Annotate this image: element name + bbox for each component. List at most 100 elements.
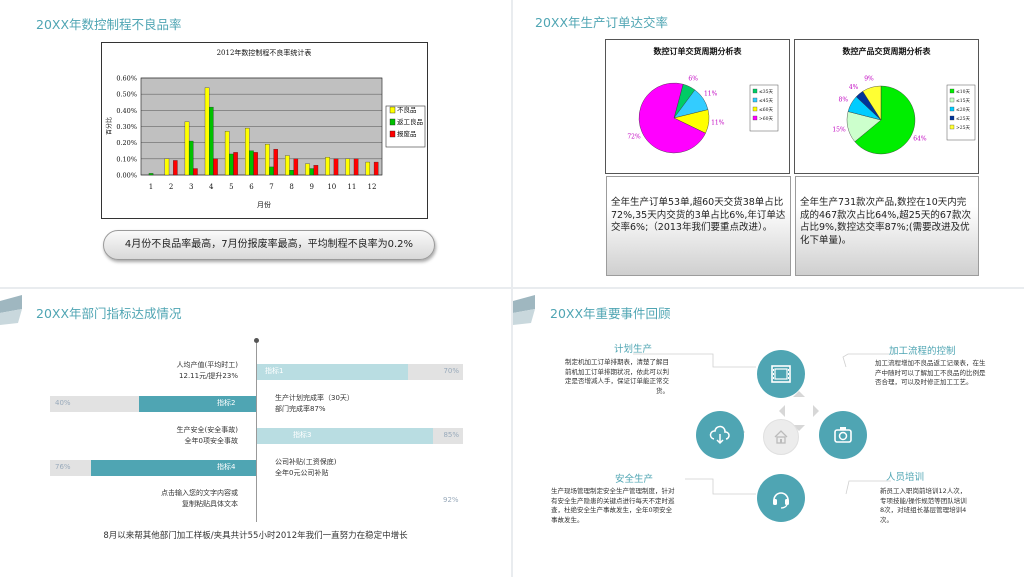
slide-title: 20XX年重要事件回顾 [550, 306, 671, 321]
pie-data-label: 6% [688, 75, 698, 82]
bar-2 [269, 166, 274, 176]
bar-1 [164, 158, 170, 176]
event-process-title: 加工流程的控制 [889, 346, 956, 357]
y-tick-label: 0.60% [116, 75, 137, 83]
bar-1 [305, 163, 310, 176]
event-safety-title: 安全生产 [615, 474, 654, 485]
kpi-3-bar-label: 指标3 [293, 431, 312, 439]
event-safety-text: 生产现场管理制定安全生产管理制度，针对有安全生产隐患的关键点进行每天不定时巡查，… [551, 487, 675, 524]
kpi-5-line1: 点击输入您的文字内容或 [161, 489, 238, 497]
slide-title: 20XX年部门指标达成情况 [36, 306, 182, 321]
kpi-5-percent: 92% [443, 496, 459, 504]
event-training-node[interactable] [757, 474, 805, 522]
x-tick-label: 8 [289, 183, 293, 191]
kpi-3-bar: 指标3 85% [257, 428, 463, 444]
event-plan-text: 制定机加工订单排期表，清楚了解目前机加工订单排期状况，依此可以判定是否增减人手，… [565, 358, 669, 395]
kpi-4-line1: 公司补贴(工资保底) [275, 458, 337, 466]
bar-3 [353, 158, 359, 176]
legend-swatch [949, 97, 955, 103]
bar-1 [184, 121, 190, 176]
pie-chart-products: 数控产品交货周期分析表 64% 15% 8% 4% 9% ≤10天 ≤15天 ≤20天 ≤25天… [794, 39, 979, 174]
pie-data-label: 11% [711, 120, 725, 127]
kpi-2-line2: 部门完成率87% [275, 405, 326, 413]
bar-1 [325, 157, 330, 176]
home-icon [774, 430, 788, 444]
pie-data-label: 8% [839, 96, 849, 103]
order-summary-text: 全年生产订单53单,超60天交货38单占比72%,35天内交货的3单占比6%,年… [606, 176, 791, 276]
kpi-4-text: 公司补贴(工资保底) 全年0元公司补贴 [275, 457, 395, 479]
legend-label: 返工良品 [397, 117, 423, 126]
pie-slice [854, 85, 916, 155]
legend-label: ≤20天 [956, 107, 970, 113]
chart-title: 2012年数控制程不良率统计表 [217, 48, 312, 57]
bar-2 [229, 153, 234, 176]
legend-label: >60天 [759, 116, 773, 122]
event-plan-node[interactable] [757, 350, 805, 398]
kpi-4-bar-label: 指标4 [217, 463, 236, 471]
y-tick-label: 0.10% [116, 155, 137, 163]
legend-swatch [389, 130, 396, 138]
bar-2 [249, 150, 254, 176]
kpi-3-line1: 生产安全(安全事故) [176, 426, 238, 434]
x-tick-label: 11 [347, 183, 356, 191]
pie-data-label: 11% [704, 91, 718, 98]
slide-title: 20XX年生产订单达交率 [535, 15, 669, 30]
bar-1 [265, 144, 270, 176]
legend-swatch [752, 106, 758, 112]
bar-1 [285, 155, 290, 176]
bar-3 [253, 152, 258, 176]
x-tick-label: 12 [367, 183, 376, 191]
y-tick-label: 0.20% [116, 139, 137, 147]
x-axis-label: 月份 [257, 200, 271, 209]
legend-label: ≤60天 [759, 107, 773, 113]
kpi-1-line1: 人均产值(平均时工) [176, 361, 238, 369]
legend-swatch [752, 88, 758, 94]
kpi-4-fill [91, 460, 256, 476]
kpi-1-fill [257, 364, 408, 380]
event-safety-node[interactable] [696, 411, 744, 459]
event-process-text: 加工流程增加不良品返工记录表，在生产中随时可以了解加工不良品的比例是否合理，可以… [875, 359, 986, 386]
x-tick-label: 9 [309, 183, 313, 191]
x-tick-label: 10 [327, 183, 336, 191]
event-training-title: 人员培训 [886, 472, 925, 483]
legend-swatch [752, 97, 758, 103]
x-tick-label: 6 [249, 183, 254, 191]
kpi-5-text[interactable]: 点击输入您的文字内容或 复制粘贴具体文本 [120, 488, 238, 510]
legend-label: 不良品 [397, 105, 417, 114]
bar-1 [245, 127, 250, 176]
bar-chart: 2012年数控制程不良率统计表 0.00% 0.10% 0.20% 0.30% 0.40… [101, 42, 428, 219]
kpi-1-line2: 12.11元/提升23% [179, 372, 238, 380]
bar-2 [188, 140, 194, 176]
legend-label: ≤10天 [956, 89, 970, 95]
bar-3 [273, 148, 278, 176]
slide-order-delivery: 20XX年生产订单达交率 数控订单交货周期分析表 6% 11% 11% 72% ≤35天… [513, 0, 1024, 287]
kpi-2-bar: 40% 指标2 [50, 396, 256, 412]
product-summary-text: 全年生产731款次产品,数控在10天内完成的467款次占比64%,超25天的67… [795, 176, 979, 276]
kpi-1-text: 人均产值(平均时工) 12.11元/提升23% [130, 360, 238, 382]
event-process-node[interactable] [819, 411, 867, 459]
pie-title: 数控订单交货周期分析表 [653, 46, 742, 56]
bar-3 [233, 152, 238, 176]
summary-caption: 4月份不良品率最高，7月份报废率最高，平均制程不良率为0.2% [103, 230, 435, 260]
y-tick-label: 0.50% [116, 91, 137, 99]
x-tick-label: 5 [229, 183, 233, 191]
corner-decoration-icon [0, 295, 22, 325]
bar-2 [289, 169, 294, 176]
cloud-download-icon [709, 425, 730, 445]
kpi-4-line2: 全年0元公司补贴 [275, 469, 329, 477]
slide-department-kpi: 20XX年部门指标达成情况 人均产值(平均时工) 12.11元/提升23% 指标… [0, 289, 511, 577]
bar-3 [333, 158, 339, 176]
slide-key-events: 20XX年重要事件回顾 [513, 289, 1024, 577]
x-tick-label: 4 [209, 183, 214, 191]
kpi-3-line2: 全年0项安全事故 [184, 437, 238, 445]
kpi-3-fill [257, 428, 433, 444]
bar-3 [173, 160, 178, 176]
bar-3 [293, 158, 299, 176]
legend-swatch [752, 115, 758, 121]
bar-1 [345, 158, 350, 176]
center-hub[interactable] [763, 419, 799, 455]
corner-decoration-icon [513, 295, 535, 325]
pie-legend [946, 84, 976, 141]
legend-swatch [389, 106, 396, 114]
pie-slice [862, 85, 882, 121]
